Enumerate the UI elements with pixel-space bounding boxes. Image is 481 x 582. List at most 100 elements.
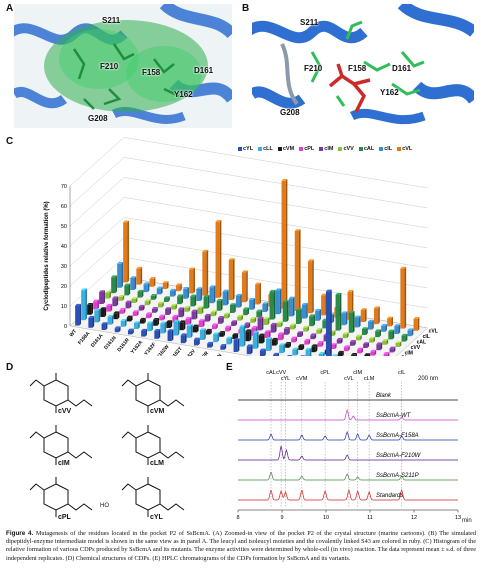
bar-cVV-D161N bbox=[144, 299, 151, 306]
molecule-label-cim: cIM bbox=[58, 460, 70, 467]
hydroxyl-label: HO bbox=[100, 503, 109, 509]
bar-cPL-D161R bbox=[145, 312, 152, 319]
bar-cIM-S211P bbox=[376, 342, 383, 351]
bar-cAL-Y162W bbox=[203, 294, 210, 309]
bar-cVV-G208A bbox=[263, 317, 270, 325]
peak-label: cIL bbox=[398, 370, 405, 376]
x-tick-label: G208A bbox=[222, 355, 237, 356]
bar-cYL-G208A bbox=[233, 338, 240, 352]
x-tick-label: 13 bbox=[455, 515, 461, 521]
bar-cVL-G208A bbox=[281, 179, 288, 309]
molecule-label-cvm: cVM bbox=[150, 408, 165, 415]
x-tick-label: 12 bbox=[411, 515, 417, 521]
bar-cVM-Y162V bbox=[205, 328, 212, 335]
y-tick-label: 60 bbox=[61, 204, 67, 210]
bar-cVM-G208I bbox=[258, 333, 265, 344]
bar-cIM-D161N bbox=[138, 304, 145, 311]
bar-cVM-F158A bbox=[100, 307, 107, 317]
bar-cVL-Y162V bbox=[241, 270, 248, 303]
residue-label-g208-a: G208 bbox=[88, 114, 108, 123]
hplc-chromatograms: cAL cYL cVV cVM cPL cVL cIM cLM cIL Blank SsBcmA-W… bbox=[226, 362, 476, 528]
trace-label: SsBcmA-F158A bbox=[376, 433, 419, 439]
legend-label: cAL bbox=[363, 146, 375, 152]
bar-cIL-S211A bbox=[381, 324, 387, 332]
bar-cPL-Y162W bbox=[185, 317, 192, 325]
bar-cLL-WT bbox=[81, 288, 87, 321]
bar-cPL-Y162A bbox=[159, 314, 165, 321]
x-tick-label: Y162W bbox=[155, 344, 170, 356]
series-axis-label: cVV bbox=[411, 345, 421, 351]
bar-cVV-Y162F bbox=[184, 306, 191, 312]
bar-cAL-F158A bbox=[124, 283, 131, 296]
protein-cartoon-b bbox=[252, 4, 474, 128]
bar-cLL-Y162F bbox=[160, 321, 167, 334]
residue-label-s211-a: S211 bbox=[102, 16, 121, 25]
bar-cIM-S211A bbox=[363, 342, 369, 348]
y-tick-label: 20 bbox=[61, 284, 67, 290]
bar-cIL-Y162V bbox=[235, 293, 242, 308]
bar-cIM-Y162W bbox=[191, 309, 198, 320]
legend-swatch bbox=[319, 147, 324, 151]
x-tick-label: K162R bbox=[196, 350, 211, 356]
bar-cAL-F210W bbox=[361, 327, 368, 335]
bar-cAL-S211A bbox=[375, 329, 381, 338]
legend-swatch bbox=[299, 147, 304, 151]
x-tick-label: F158A bbox=[77, 330, 91, 346]
bar-cPL-D161A bbox=[119, 308, 126, 314]
bar-cVM-F210W bbox=[337, 350, 344, 357]
bar-cVV-G208I bbox=[276, 321, 283, 328]
bar-cAL-G208I bbox=[282, 300, 289, 322]
legend-swatch bbox=[258, 147, 263, 151]
bar-cIL-F210L bbox=[354, 315, 361, 328]
bar-cVM-K162N bbox=[232, 333, 239, 339]
bar-cVL-F210L bbox=[360, 308, 367, 322]
x-tick-label: Y162F bbox=[143, 342, 157, 356]
caption-lead: Figure 4. bbox=[6, 530, 34, 537]
gridline bbox=[123, 177, 428, 229]
x-tick-label: 10 bbox=[323, 515, 329, 521]
legend-swatch bbox=[277, 147, 282, 151]
bar-cLL-Y162A bbox=[147, 321, 153, 332]
gridline bbox=[123, 217, 428, 269]
bar-cAL-D161N bbox=[150, 294, 157, 300]
bar-cPL-G208D bbox=[277, 332, 284, 341]
bar-cIM-D161R bbox=[151, 307, 158, 313]
bar-cIM-G208D bbox=[283, 327, 290, 335]
molecule-1 bbox=[121, 373, 185, 413]
x-tick-label: Y162A bbox=[130, 339, 145, 355]
gridline bbox=[69, 157, 125, 207]
bar-cIM-Y162V bbox=[217, 316, 224, 324]
panel-letter-c: C bbox=[6, 136, 14, 147]
bar-cVM-G208D bbox=[271, 337, 278, 346]
bar-cPL-WT bbox=[93, 299, 99, 310]
bar-cVV-G208D bbox=[289, 323, 296, 330]
x-tick-label: WT bbox=[69, 329, 79, 339]
bar-cLL-D161R bbox=[133, 321, 140, 329]
trace-label: SsBcmA-F210W bbox=[376, 453, 422, 459]
bar-cVV-S211P bbox=[382, 339, 389, 345]
gridline bbox=[123, 237, 428, 289]
bar-cIL-WT bbox=[117, 262, 123, 288]
series-axis-label: cIM bbox=[405, 350, 413, 356]
bar-cIM-D161A bbox=[125, 300, 132, 309]
bar-cPL-K162R bbox=[225, 325, 231, 332]
bar-cLL-Y162V bbox=[199, 328, 206, 340]
bar-cIL-S211P bbox=[394, 324, 401, 334]
bar-cIL-G208A bbox=[275, 288, 282, 315]
bar-cVM-K162R bbox=[219, 331, 225, 337]
residue-label-y162-b: Y162 bbox=[380, 88, 399, 97]
gridline bbox=[123, 137, 428, 189]
gridline bbox=[69, 237, 125, 287]
bar-cVV-Y162V bbox=[223, 312, 230, 319]
molecule-label-cpl: cPL bbox=[58, 514, 71, 521]
bar-cAL-K162N bbox=[256, 309, 263, 318]
bar-cPL-F158A bbox=[106, 303, 113, 312]
bar-cIM-Y162T bbox=[204, 313, 211, 322]
legend-label: cIM bbox=[324, 146, 334, 152]
bar-cLL-G208I bbox=[252, 331, 259, 349]
bar-cIL-Y162A bbox=[183, 287, 189, 299]
bar-cIL-F210Y bbox=[341, 311, 348, 326]
protein-cartoon-a bbox=[14, 4, 232, 128]
bar-cIL-K162R bbox=[249, 298, 255, 310]
bar-cIL-D161R bbox=[169, 288, 176, 297]
